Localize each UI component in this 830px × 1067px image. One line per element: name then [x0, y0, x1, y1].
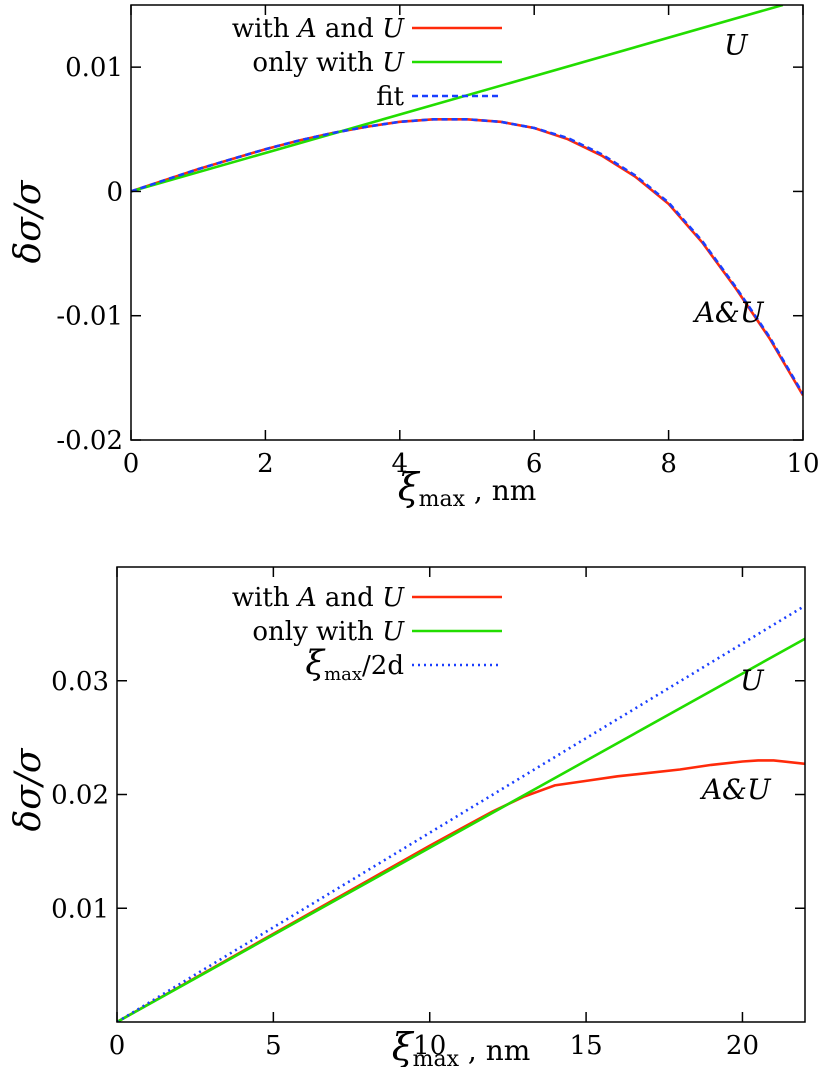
legend-label-2: fit	[376, 82, 404, 112]
x-tick-label: 2	[257, 449, 274, 479]
legend-label-0: with A and U	[232, 14, 405, 44]
legend-label-1: only with U	[252, 48, 405, 78]
x-tick-label: 15	[570, 1031, 603, 1061]
x-tick-label: 0	[123, 449, 140, 479]
x-tick-label: 10	[786, 449, 819, 479]
y-tick-label: 0.01	[65, 53, 123, 83]
x-tick-label: 8	[660, 449, 677, 479]
x-axis-label: ξmax , nm	[398, 465, 537, 512]
x-tick-label: 5	[265, 1031, 282, 1061]
x-axis-label: ξmax , nm	[392, 1025, 531, 1067]
y-tick-label: 0	[106, 177, 123, 207]
x-tick-label: 4	[392, 449, 409, 479]
annotation-label: A&U	[692, 296, 765, 329]
y-tick-label: -0.02	[56, 426, 123, 456]
annotation-label: U	[740, 664, 765, 697]
legend-label-1: only with U	[252, 617, 405, 647]
y-axis-label: δσ/σ	[8, 179, 49, 263]
annotation-label: U	[724, 29, 749, 62]
x-tick-label: 20	[726, 1031, 759, 1061]
y-tick-label: -0.01	[56, 302, 123, 332]
x-tick-label: 6	[526, 449, 543, 479]
plot-frame	[130, 4, 804, 441]
x-tick-label: 0	[109, 1031, 126, 1061]
y-axis-label: δσ/σ	[8, 747, 49, 831]
annotation-label: A&U	[699, 773, 772, 806]
series-line-2	[117, 604, 805, 1022]
legend-label-0: with A and U	[232, 583, 405, 613]
series-line-1	[117, 637, 805, 1022]
bottom-panel: 0 5 10 15 20 0.01 0.02 0.03 with A and U only wit…	[8, 566, 806, 1067]
series-line-1	[131, 5, 784, 193]
top-panel: 0 2 4 6 8 10 -0.02 -0.01 0 0.01 with A and U only w…	[8, 4, 820, 512]
series-line-0	[131, 118, 803, 396]
y-tick-label: 0.03	[51, 667, 109, 697]
series-line-2	[131, 118, 803, 395]
y-tick-label: 0.02	[51, 781, 109, 811]
x-tick-label: 10	[413, 1031, 446, 1061]
legend-label-2: ξmax/2d	[305, 643, 404, 685]
y-tick-label: 0.01	[51, 894, 109, 924]
